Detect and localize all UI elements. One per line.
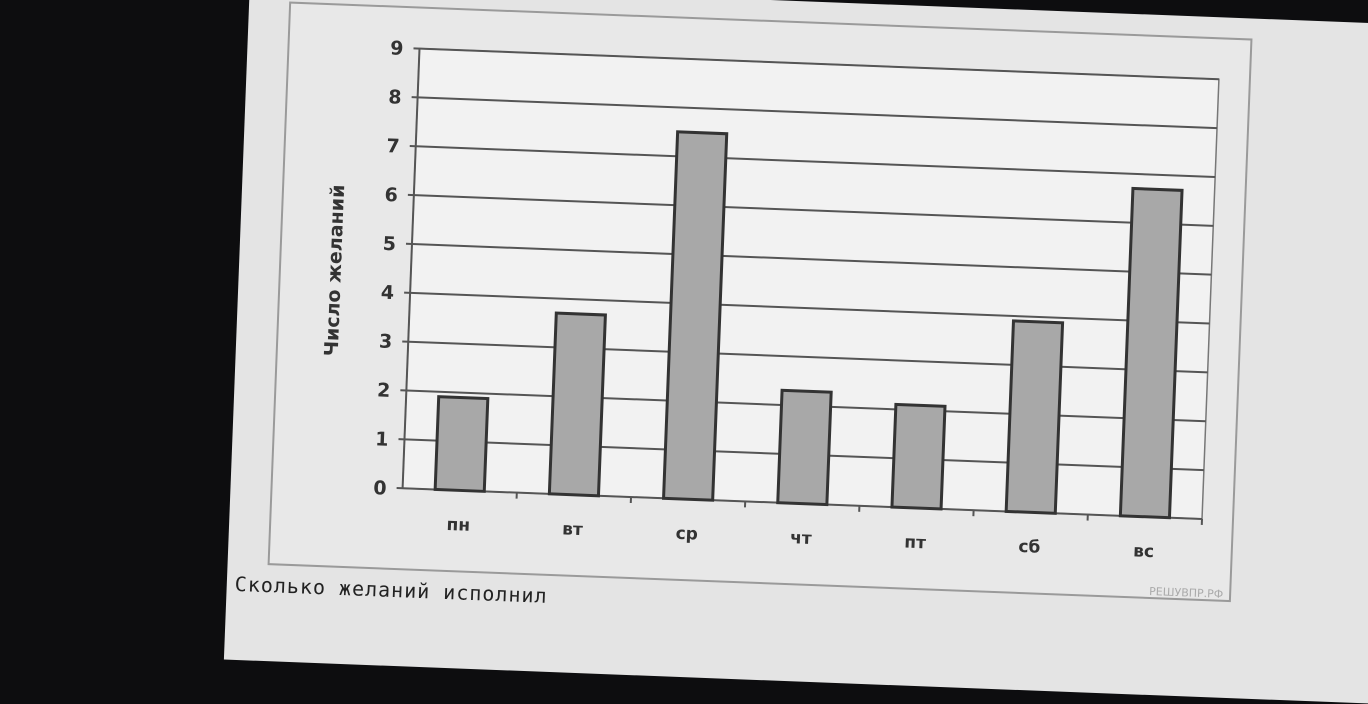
bar-чт (778, 390, 831, 504)
y-tick-label: 2 (377, 379, 391, 401)
x-tick-label: сб (1018, 537, 1041, 558)
x-tick-label: чт (790, 528, 812, 549)
x-tick-label: вт (562, 519, 584, 540)
y-axis-label: Число желаний (321, 184, 350, 357)
x-tick-label: пт (904, 533, 926, 554)
y-tick-label: 0 (373, 477, 387, 499)
bar-вт (549, 313, 605, 496)
bar-вс (1120, 188, 1182, 517)
x-tick-labels: пн вт ср чт пт сб вс (446, 515, 1154, 562)
y-tick-label: 3 (379, 331, 393, 353)
bar-сб (1006, 321, 1062, 513)
bar-пт (892, 404, 945, 508)
x-tick-label: вс (1133, 541, 1155, 562)
y-tick-label: 9 (390, 37, 404, 59)
y-tick-labels: 0 1 2 3 4 5 6 7 8 9 (373, 37, 404, 499)
y-tick-label: 5 (382, 233, 396, 255)
x-tick-label: ср (675, 524, 698, 545)
bar-chart: 0 1 2 3 4 5 6 7 8 9 пн вт ср чт пт сб вс Число желаний (270, 4, 1251, 600)
question-caption: Сколько желаний исполнил (234, 572, 548, 608)
y-tick-label: 6 (384, 184, 398, 206)
watermark: РЕШУВПР.РФ (1149, 585, 1224, 601)
y-tick-label: 4 (380, 282, 394, 304)
bar-пн (435, 397, 488, 492)
x-tick-label: пн (446, 515, 470, 536)
y-tick-label: 1 (375, 428, 389, 450)
y-tick-label: 8 (388, 86, 402, 108)
y-tick-label: 7 (386, 135, 400, 157)
